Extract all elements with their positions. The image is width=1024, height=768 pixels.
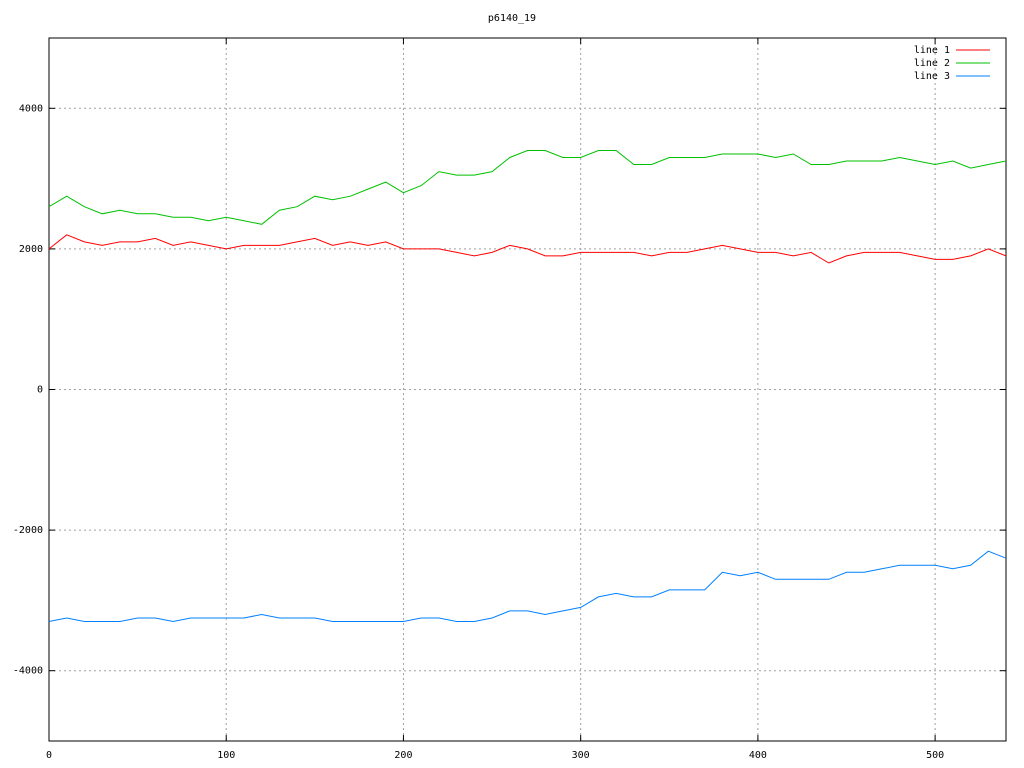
legend-label: line 1 (914, 45, 950, 56)
x-tick-label: 300 (572, 750, 590, 761)
chart-title: p6140_19 (488, 13, 536, 24)
x-tick-label: 100 (217, 750, 235, 761)
plot-border (48, 37, 1007, 742)
legend-label: line 3 (914, 71, 950, 82)
x-tick-label: 400 (749, 750, 767, 761)
y-tick-label: 2000 (19, 244, 43, 255)
x-tick-label: 0 (46, 750, 52, 761)
y-tick-label: 0 (37, 385, 43, 396)
series-line (48, 550, 1007, 623)
legend-label: line 2 (914, 58, 950, 69)
x-tick-label: 500 (926, 750, 944, 761)
x-tick-label: 200 (394, 750, 412, 761)
series-line (48, 234, 1007, 264)
y-tick-label: -2000 (13, 525, 43, 536)
y-tick-label: -4000 (13, 666, 43, 677)
y-tick-label: 4000 (19, 103, 43, 114)
series-line (48, 150, 1007, 225)
